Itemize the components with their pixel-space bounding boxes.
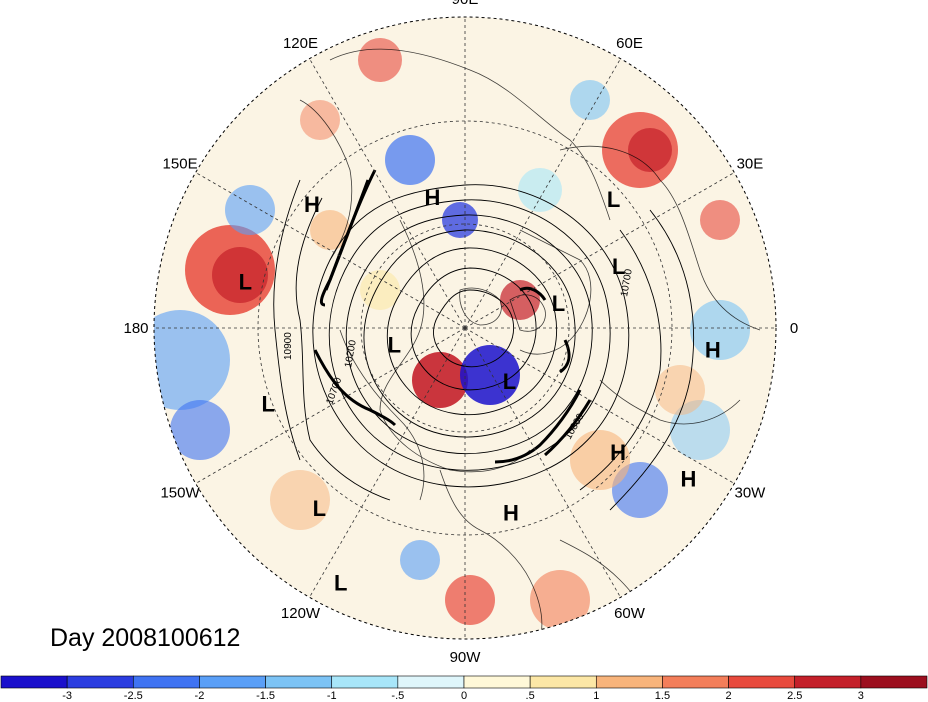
anomaly-blob bbox=[360, 270, 400, 310]
longitude-label: 150W bbox=[160, 485, 200, 502]
high-pressure-label: H bbox=[503, 500, 519, 525]
contour-label: 10200 bbox=[343, 339, 359, 369]
plot-title: Day 2008100612 bbox=[50, 624, 240, 652]
colorbar-swatch bbox=[794, 675, 862, 689]
anomaly-blob bbox=[612, 462, 668, 518]
anomaly-blob bbox=[570, 430, 630, 490]
low-pressure-label: L bbox=[239, 269, 252, 294]
colorbar-swatch bbox=[199, 675, 266, 689]
low-pressure-label: L bbox=[261, 392, 274, 417]
colorbar-swatch bbox=[132, 675, 200, 689]
anomaly-blob bbox=[270, 470, 330, 530]
high-pressure-label: H bbox=[424, 185, 440, 210]
anomaly-blob bbox=[225, 185, 275, 235]
colorbar-tick-label: 2.5 bbox=[787, 690, 802, 702]
anomaly-blob bbox=[400, 540, 440, 580]
anomaly-blob bbox=[655, 365, 705, 415]
anomaly-blob bbox=[442, 202, 478, 238]
colorbar-swatch bbox=[331, 675, 399, 689]
colorbar-tick-label: 0 bbox=[461, 690, 467, 702]
anomaly-blob bbox=[300, 100, 340, 140]
high-pressure-label: H bbox=[610, 440, 626, 465]
colorbar-swatch bbox=[595, 675, 663, 689]
high-pressure-label: H bbox=[304, 192, 320, 217]
colorbar-swatch bbox=[662, 675, 729, 689]
longitude-label: 120W bbox=[281, 605, 321, 622]
colorbar-tick-label: -2.5 bbox=[124, 690, 143, 702]
anomaly-blob bbox=[412, 352, 468, 408]
contour-label: 10900 bbox=[283, 332, 294, 360]
colorbar-swatch bbox=[265, 675, 333, 689]
longitude-labels: 90E 60E 30E 0 30W 60W 90W 120W 150W 180 150E 120E bbox=[123, 0, 798, 666]
colorbar-tick-label: -1.5 bbox=[256, 690, 275, 702]
longitude-label: 180 bbox=[123, 320, 148, 337]
map-boundary bbox=[153, 16, 777, 640]
jet-contours bbox=[313, 169, 592, 464]
anomaly-blob bbox=[570, 80, 610, 120]
colorbar-swatch bbox=[728, 675, 796, 689]
low-pressure-label: L bbox=[612, 254, 625, 279]
anomaly-blob bbox=[212, 247, 268, 303]
low-pressure-label: L bbox=[388, 332, 401, 357]
anomaly-blob bbox=[518, 168, 562, 212]
pressure-centers: H L H L L L H L L L H H L H L bbox=[239, 185, 721, 595]
graticule bbox=[154, 17, 776, 639]
low-pressure-label: L bbox=[503, 369, 516, 394]
low-pressure-label: L bbox=[552, 291, 565, 316]
longitude-label: 30W bbox=[735, 485, 767, 502]
contour-label: 10700 bbox=[619, 268, 635, 298]
high-pressure-label: H bbox=[705, 338, 721, 363]
colorbar-tick-label: 2 bbox=[726, 690, 732, 702]
colorbar-tick-label: 3 bbox=[858, 690, 864, 702]
anomaly-blob bbox=[170, 400, 230, 460]
anomaly-blob bbox=[358, 38, 402, 82]
meridian-line bbox=[464, 327, 621, 598]
colorbar-tick-label: -1 bbox=[327, 690, 337, 702]
colorbar-swatch bbox=[860, 675, 928, 689]
meridian-line bbox=[464, 172, 735, 329]
meridian-line bbox=[464, 327, 735, 484]
colorbar-swatch bbox=[529, 675, 597, 689]
meridian-line bbox=[195, 172, 466, 329]
anomaly-blob bbox=[690, 300, 750, 360]
meridian-line bbox=[464, 58, 621, 329]
anomaly-blob bbox=[670, 400, 730, 460]
high-pressure-label: H bbox=[681, 467, 697, 492]
meridian-line bbox=[309, 327, 466, 598]
anomaly-blob bbox=[530, 570, 590, 630]
colorbar-tick-label: 1.5 bbox=[655, 690, 670, 702]
anomaly-blob bbox=[385, 135, 435, 185]
longitude-label: 120E bbox=[283, 35, 318, 52]
colorbar-swatch bbox=[397, 675, 465, 689]
anomaly-blob bbox=[700, 200, 740, 240]
colorbar-swatch bbox=[0, 675, 68, 689]
colorbar-tick-label: .5 bbox=[526, 690, 535, 702]
longitude-label: 60E bbox=[616, 35, 643, 52]
meridian-line bbox=[309, 58, 466, 329]
colorbar-tick-label: 1 bbox=[593, 690, 599, 702]
low-pressure-label: L bbox=[334, 571, 347, 596]
colorbar-tick-label: -2 bbox=[195, 690, 205, 702]
coastlines bbox=[299, 48, 761, 639]
anomaly-blob bbox=[500, 280, 540, 320]
low-pressure-label: L bbox=[313, 496, 326, 521]
anomaly-blob bbox=[445, 575, 495, 625]
low-pressure-label: L bbox=[607, 187, 620, 212]
longitude-label: 60W bbox=[614, 605, 646, 622]
longitude-label: 90E bbox=[452, 0, 479, 8]
meridian-line bbox=[195, 327, 466, 484]
colorbar-tick-label: -3 bbox=[62, 690, 72, 702]
longitude-label: 0 bbox=[790, 320, 798, 337]
height-contours bbox=[273, 179, 695, 511]
colorbar-swatch bbox=[66, 675, 134, 689]
longitude-label: 90W bbox=[450, 649, 482, 666]
colorbar-swatch bbox=[463, 675, 531, 689]
anomaly-blob bbox=[310, 210, 350, 250]
longitude-label: 30E bbox=[737, 156, 764, 173]
anomaly-blob bbox=[628, 128, 672, 172]
colorbar-tick-label: -.5 bbox=[391, 690, 404, 702]
longitude-label: 150E bbox=[163, 156, 198, 173]
colorbar: -3 -2.5 -2 -1.5 -1 -.5 0 .5 1 1.5 2 2.5 3 bbox=[0, 675, 928, 702]
